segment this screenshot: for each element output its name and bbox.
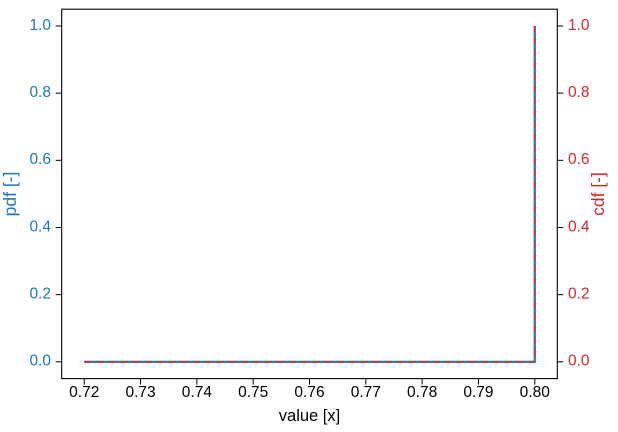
svg-text:0.8: 0.8 bbox=[29, 84, 51, 101]
svg-text:0.6: 0.6 bbox=[29, 151, 51, 168]
svg-text:0.76: 0.76 bbox=[294, 384, 324, 401]
svg-text:value [x]: value [x] bbox=[279, 407, 340, 425]
svg-text:1.0: 1.0 bbox=[568, 17, 590, 34]
svg-text:0.79: 0.79 bbox=[463, 384, 493, 401]
svg-text:0.80: 0.80 bbox=[520, 384, 551, 401]
svg-text:0.74: 0.74 bbox=[182, 384, 213, 401]
svg-text:1.0: 1.0 bbox=[29, 17, 51, 34]
svg-text:0.0: 0.0 bbox=[568, 353, 590, 370]
svg-text:0.6: 0.6 bbox=[568, 151, 590, 168]
svg-text:0.77: 0.77 bbox=[351, 384, 381, 401]
svg-text:pdf [-]: pdf [-] bbox=[0, 172, 20, 217]
svg-text:0.78: 0.78 bbox=[407, 384, 437, 401]
svg-text:0.73: 0.73 bbox=[125, 384, 155, 401]
svg-text:cdf [-]: cdf [-] bbox=[588, 172, 608, 216]
svg-text:0.2: 0.2 bbox=[29, 285, 51, 302]
svg-text:0.0: 0.0 bbox=[29, 353, 51, 370]
svg-text:0.4: 0.4 bbox=[568, 218, 590, 235]
svg-text:0.4: 0.4 bbox=[29, 218, 51, 235]
svg-text:0.8: 0.8 bbox=[568, 84, 590, 101]
svg-text:0.2: 0.2 bbox=[568, 285, 590, 302]
svg-text:0.75: 0.75 bbox=[238, 384, 268, 401]
svg-text:0.72: 0.72 bbox=[69, 384, 99, 401]
